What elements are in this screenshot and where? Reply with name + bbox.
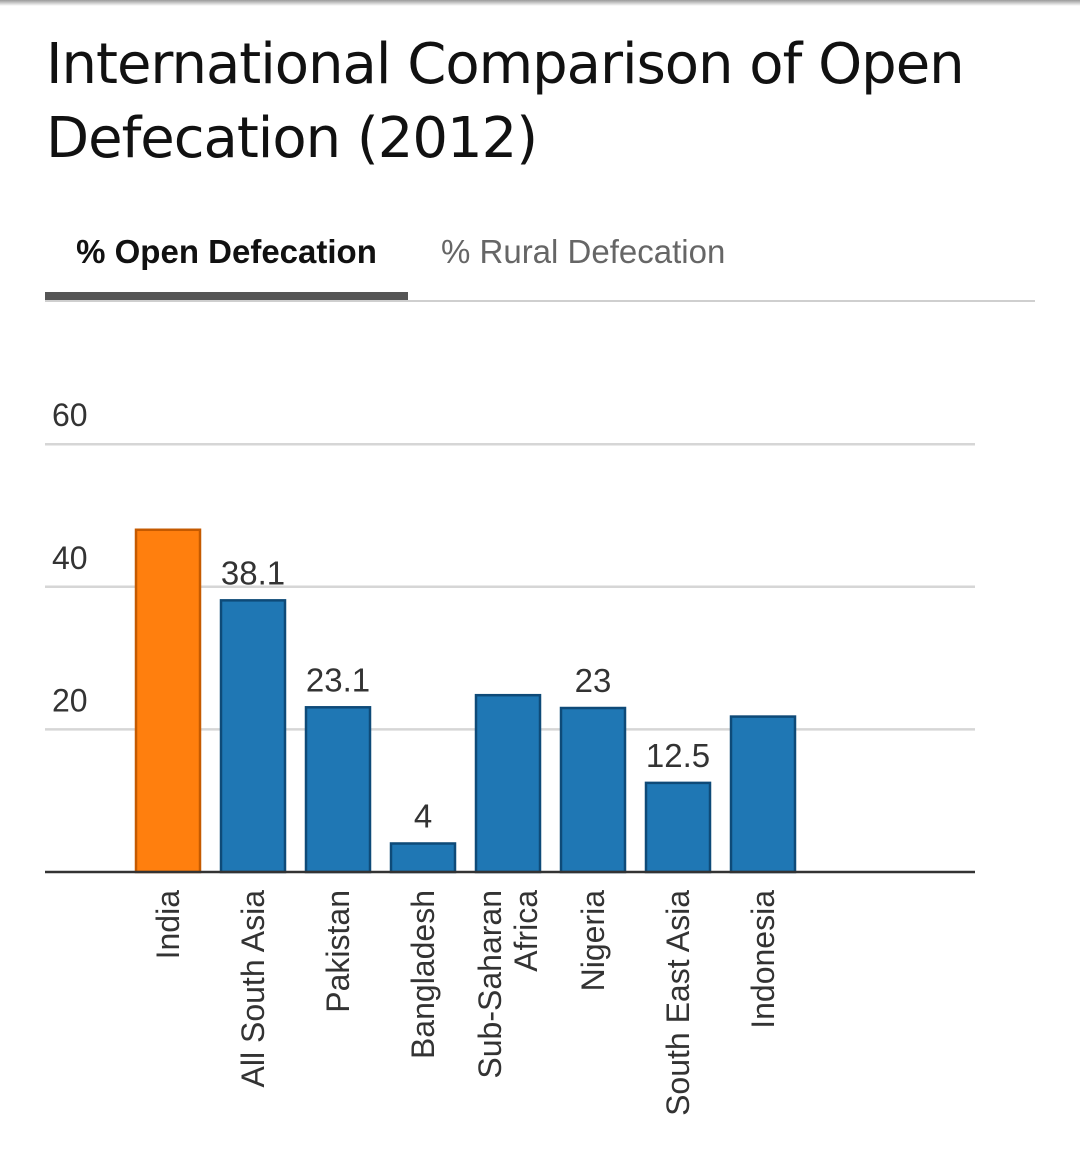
- bar-india: [134, 528, 202, 874]
- x-tick-label: Sub-Saharan: [472, 890, 508, 1079]
- x-tick-label: India: [150, 890, 186, 960]
- bar-sub-saharan-africa: [474, 693, 542, 874]
- data-label: 12.5: [646, 737, 710, 774]
- tab-rural-defecation[interactable]: % Rural Defecation: [441, 233, 726, 270]
- x-tick-label: Bangladesh: [405, 890, 441, 1059]
- page-title: International Comparison of Open Defecat…: [46, 32, 965, 171]
- x-tick-label-group: Nigeria: [575, 890, 611, 992]
- top-shadow: [0, 0, 1080, 6]
- bar-pakistan: [304, 706, 372, 874]
- y-tick-label: 40: [52, 540, 88, 576]
- labels: 20 40 60 India 38.1 All South Asia 23.1 Pakista…: [52, 397, 781, 1116]
- data-label: 23: [575, 662, 612, 699]
- x-tick-label: Pakistan: [320, 890, 356, 1013]
- x-tick-label-group: Bangladesh: [405, 890, 441, 1059]
- tab-open-defecation[interactable]: % Open Defecation: [45, 222, 408, 300]
- bar-indonesia: [729, 715, 797, 874]
- y-tick-label: 20: [52, 682, 88, 718]
- x-tick-label: South East Asia: [660, 890, 696, 1116]
- data-label: 4: [414, 797, 432, 834]
- tab-bar: % Open Defecation % Rural Defecation: [45, 222, 1035, 302]
- bar-all-south-asia: [219, 599, 287, 874]
- x-tick-label-group: Indonesia: [745, 890, 781, 1029]
- x-tick-label: Nigeria: [575, 890, 611, 992]
- y-tick-label: 60: [52, 397, 88, 433]
- x-tick-label-group: Sub-Saharan Africa: [472, 890, 544, 1079]
- x-tick-label: Indonesia: [745, 890, 781, 1029]
- bar-nigeria: [559, 706, 627, 874]
- bar-chart: 20 40 60 India 38.1 All South Asia 23.1 Pakista…: [45, 397, 975, 1116]
- x-tick-label: Africa: [508, 890, 544, 972]
- x-tick-label-group: India: [150, 890, 186, 960]
- bar-south-east-asia: [644, 781, 712, 874]
- x-tick-label-group: Pakistan: [320, 890, 356, 1013]
- x-tick-label-group: All South Asia: [235, 890, 271, 1088]
- bars: [134, 528, 797, 874]
- data-label: 38.1: [221, 554, 285, 591]
- x-tick-label-group: South East Asia: [660, 890, 696, 1116]
- x-tick-label: All South Asia: [235, 890, 271, 1088]
- bar-bangladesh: [389, 842, 457, 874]
- data-label: 23.1: [306, 661, 370, 698]
